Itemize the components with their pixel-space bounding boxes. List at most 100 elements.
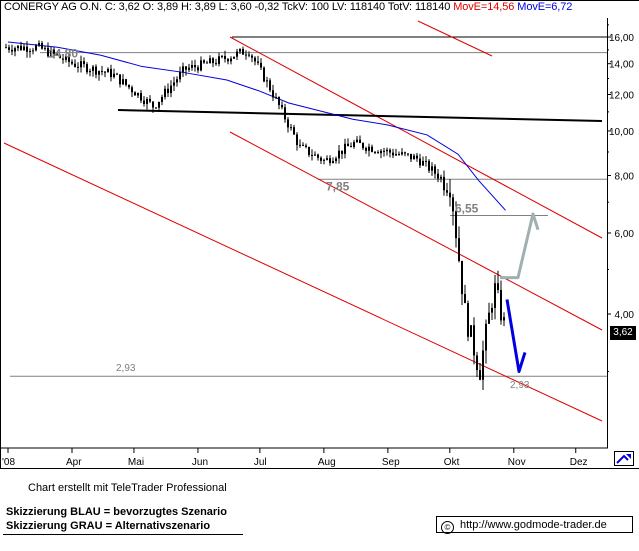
chart-credit: Chart erstellt mit TeleTrader Profession… <box>28 482 227 494</box>
price-bar-body <box>260 62 262 68</box>
price-bar-body <box>491 307 493 313</box>
trend-channel-line <box>3 142 603 422</box>
y-tick-label: 10,00 <box>609 127 634 138</box>
x-tick-label: Dez <box>570 457 588 468</box>
price-bar-body <box>176 79 178 83</box>
price-bar-body <box>8 47 10 50</box>
price-bar-body <box>158 101 160 108</box>
price-bar-body <box>200 60 202 71</box>
price-bar-body <box>53 49 55 54</box>
x-tick-label: Sep <box>382 457 400 468</box>
price-bar-body <box>116 73 118 75</box>
price-bar-body <box>146 98 148 104</box>
price-bar-body <box>278 97 280 105</box>
level-annotation: 14,80 <box>48 47 78 61</box>
price-bar-body <box>194 65 196 68</box>
frame-left <box>0 0 1 469</box>
y-tick-label: 12,00 <box>609 90 634 101</box>
price-bar-body <box>215 63 217 65</box>
price-bar-body <box>140 93 142 101</box>
price-bar-body <box>161 96 163 102</box>
price-bar-body <box>311 154 313 156</box>
price-bar-body <box>452 197 454 212</box>
price-bar-body <box>290 127 292 129</box>
price-bar-body <box>284 107 286 120</box>
price-bar-body <box>434 166 436 174</box>
price-bar-body <box>350 146 352 148</box>
price-bar-body <box>455 211 457 239</box>
price-bar-body <box>209 58 211 64</box>
price-bar-body <box>416 155 418 159</box>
price-bar-body <box>32 50 34 52</box>
trend-channel-line <box>229 36 603 239</box>
price-bar-body <box>71 61 73 64</box>
price-bar-body <box>257 61 259 63</box>
price-bar-body <box>80 61 82 68</box>
price-bar-body <box>266 80 268 82</box>
price-bar-body <box>362 143 364 149</box>
price-bar-body <box>50 49 52 57</box>
y-tick-label: 8,00 <box>615 172 635 183</box>
price-bar-body <box>44 47 46 49</box>
price-bar-body <box>5 47 7 49</box>
price-bar-body <box>503 317 505 321</box>
price-bar-body <box>203 60 205 63</box>
price-bar-body <box>413 155 415 160</box>
price-bar-body <box>296 134 298 146</box>
chart-header: CONERGY AG O.N. C: 3,62 O: 3,89 H: 3,89 … <box>4 1 572 13</box>
price-bar-body <box>443 176 445 191</box>
price-bar-body <box>137 93 139 96</box>
price-bar-body <box>404 152 406 154</box>
price-bar-body <box>242 48 244 55</box>
price-bar-body <box>89 70 91 73</box>
level-annotation: 2,93 <box>510 380 530 391</box>
price-bar-body <box>17 45 19 49</box>
price-bar-body <box>488 312 490 324</box>
price-bar-body <box>500 289 502 321</box>
price-bar-body <box>497 283 499 290</box>
price-bar-body <box>29 51 31 53</box>
y-tick-label: 14,00 <box>609 60 634 71</box>
x-tick-label: Apr <box>66 457 82 468</box>
x-axis: '08 Apr Mai Jun Jul Aug Sep Okt Nov Dez <box>0 447 608 468</box>
level-annotation: 7,85 <box>326 179 350 193</box>
price-bar-body <box>407 153 409 155</box>
price-bar-body <box>380 150 382 154</box>
price-bar-body <box>170 85 172 94</box>
price-bar-body <box>485 323 487 351</box>
website-link[interactable]: © http://www.godmode-trader.de <box>436 516 633 534</box>
price-bar-body <box>410 153 412 160</box>
price-bar-body <box>275 97 277 99</box>
frame-bottom <box>0 468 639 469</box>
price-bar-body <box>77 66 79 68</box>
price-bar-body <box>167 88 169 94</box>
price-bars <box>5 40 505 391</box>
price-bar-body <box>155 107 157 109</box>
trend-channel <box>3 20 603 422</box>
trend-channel-line <box>417 20 493 57</box>
price-bar-body <box>293 127 295 135</box>
price-bar-body <box>26 46 28 52</box>
price-bar-body <box>83 61 85 65</box>
x-tick-label: '08 <box>2 457 15 468</box>
scenario-blue-arrow <box>505 299 527 373</box>
y-axis: 16,00 14,00 12,00 10,00 8,00 6,00 4,00 <box>607 24 635 372</box>
price-bar-body <box>104 71 106 73</box>
price-bar-body <box>422 161 424 166</box>
price-bar-body <box>305 145 307 147</box>
trend-channel-line <box>229 131 603 331</box>
price-bar-body <box>212 58 214 64</box>
price-bar-body <box>482 350 484 380</box>
copyright-icon: © <box>441 521 454 534</box>
price-bar-body <box>47 47 49 57</box>
trend-tool-icon[interactable] <box>614 451 634 466</box>
price-bar-body <box>314 154 316 156</box>
price-bar-body <box>86 64 88 73</box>
scenario-arrows <box>500 212 540 373</box>
price-bar-body <box>359 139 361 144</box>
header-ma-blue: MovE=6,72 <box>517 1 573 13</box>
frame-top <box>0 0 639 1</box>
y-tick-label: 16,00 <box>609 33 634 44</box>
y-tick-label: 6,00 <box>615 229 635 240</box>
